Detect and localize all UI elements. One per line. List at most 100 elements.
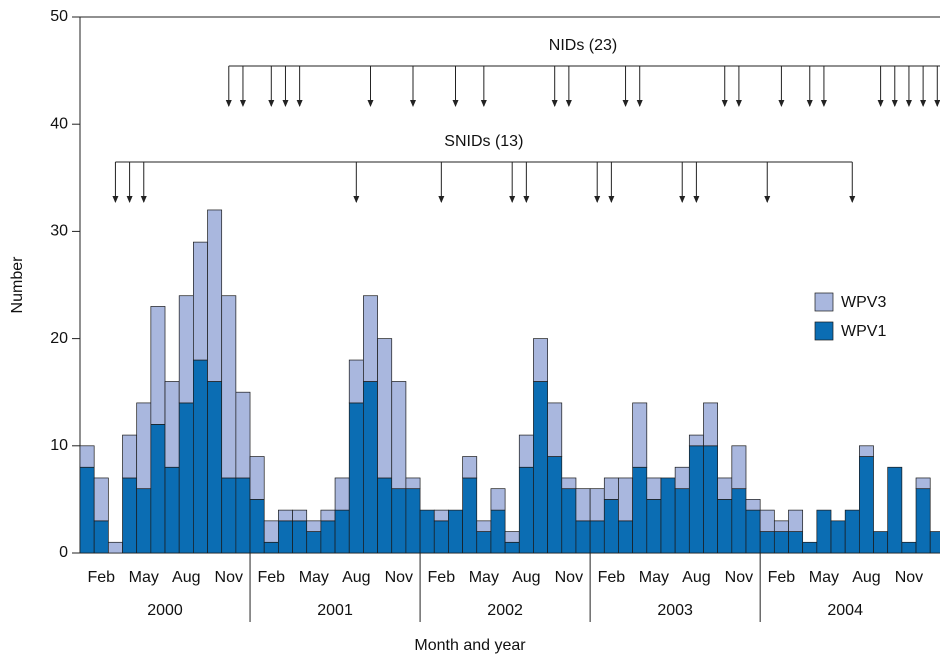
bars bbox=[79, 209, 940, 554]
bar-segment bbox=[93, 477, 109, 522]
bar-segment bbox=[929, 531, 940, 554]
bar-segment bbox=[688, 434, 704, 447]
bar-segment bbox=[788, 531, 804, 554]
annotation-label: SNIDs (13) bbox=[444, 133, 523, 150]
bar-segment bbox=[235, 477, 251, 554]
bar-segment bbox=[249, 456, 265, 500]
bar-segment bbox=[448, 509, 463, 554]
bar-segment bbox=[674, 466, 690, 490]
bar-segment bbox=[476, 520, 492, 532]
bar-segment bbox=[816, 509, 832, 554]
year-label: 2002 bbox=[487, 602, 523, 619]
arrow-head bbox=[480, 100, 487, 107]
bar-segment bbox=[306, 520, 322, 532]
arrow-head bbox=[636, 100, 643, 107]
bar-segment bbox=[348, 402, 364, 554]
y-tick-label: 50 bbox=[50, 8, 68, 25]
bar-segment bbox=[844, 509, 860, 554]
bar-segment bbox=[788, 509, 804, 532]
bar-segment bbox=[533, 381, 548, 554]
bar-segment bbox=[575, 520, 591, 554]
y-tick-label: 20 bbox=[50, 330, 68, 347]
arrow-head bbox=[225, 100, 232, 107]
bar-segment bbox=[363, 381, 378, 554]
bar-segment bbox=[207, 209, 223, 382]
bar-segment bbox=[674, 488, 690, 554]
arrow-head bbox=[239, 100, 246, 107]
arrow-head bbox=[608, 196, 615, 203]
bar-segment bbox=[306, 531, 322, 554]
bar-segment bbox=[348, 359, 364, 404]
arrow-head bbox=[594, 196, 601, 203]
bar-segment bbox=[887, 466, 903, 554]
bar-segment bbox=[490, 509, 506, 554]
bar-segment bbox=[405, 488, 421, 554]
bar-segment bbox=[263, 520, 279, 543]
arrow-head bbox=[296, 100, 303, 107]
bar-segment bbox=[405, 477, 421, 490]
arrow-head bbox=[452, 100, 459, 107]
x-tick-label: May bbox=[469, 569, 499, 586]
bar-segment bbox=[575, 488, 591, 522]
legend-swatch bbox=[814, 321, 834, 341]
arrow-head bbox=[806, 100, 813, 107]
y-tick-label: 30 bbox=[50, 223, 68, 240]
bar-segment bbox=[433, 509, 449, 522]
arrow-head bbox=[551, 100, 558, 107]
bar-segment bbox=[802, 541, 818, 554]
bar-segment bbox=[221, 477, 237, 554]
x-tick-label: Nov bbox=[385, 569, 413, 586]
bar-segment bbox=[504, 531, 520, 543]
bar-segment bbox=[915, 488, 931, 554]
legend-swatch bbox=[814, 292, 834, 312]
arrow-head bbox=[721, 100, 728, 107]
bar-segment bbox=[178, 295, 194, 404]
bar-segment bbox=[688, 445, 704, 554]
bar-segment bbox=[122, 477, 138, 554]
x-tick-label: Nov bbox=[215, 569, 243, 586]
bar-segment bbox=[122, 434, 138, 479]
x-tick-label: Aug bbox=[172, 569, 200, 586]
x-tick-label: May bbox=[809, 569, 839, 586]
bar-segment bbox=[178, 402, 194, 554]
arrow-head bbox=[778, 100, 785, 107]
y-axis-label: Number bbox=[9, 256, 26, 314]
y-tick-label: 10 bbox=[50, 437, 68, 454]
bar-segment bbox=[377, 477, 393, 554]
x-tick-label: Feb bbox=[768, 569, 796, 586]
bar-segment bbox=[873, 531, 889, 554]
bar-segment bbox=[490, 488, 506, 511]
x-tick-label: Nov bbox=[895, 569, 923, 586]
bar-segment bbox=[136, 402, 152, 490]
x-tick-label: Aug bbox=[342, 569, 370, 586]
bar-segment bbox=[589, 520, 605, 554]
x-tick-label: Aug bbox=[512, 569, 540, 586]
bar-segment bbox=[632, 466, 648, 554]
bar-segment bbox=[320, 520, 336, 554]
x-tick-label: Nov bbox=[555, 569, 583, 586]
bar-segment bbox=[618, 520, 633, 554]
x-tick-label: Aug bbox=[682, 569, 710, 586]
year-label: 2001 bbox=[317, 602, 353, 619]
arrow-head bbox=[820, 100, 827, 107]
bar-segment bbox=[533, 338, 548, 382]
bar-segment bbox=[618, 477, 633, 522]
bar-segment bbox=[603, 499, 619, 554]
bar-segment bbox=[278, 520, 293, 554]
arrow-head bbox=[268, 100, 275, 107]
bar-segment bbox=[915, 477, 931, 490]
year-label: 2003 bbox=[657, 602, 693, 619]
bar-segment bbox=[193, 241, 208, 361]
bar-segment bbox=[745, 499, 761, 511]
y-tick-label: 0 bbox=[59, 544, 68, 561]
bar-segment bbox=[603, 477, 619, 500]
bar-segment bbox=[731, 445, 747, 490]
bar-segment bbox=[292, 509, 308, 522]
arrow-head bbox=[126, 196, 133, 203]
bar-segment bbox=[334, 509, 350, 554]
bar-segment bbox=[377, 338, 393, 479]
x-tick-label: Feb bbox=[87, 569, 115, 586]
bar-segment bbox=[433, 520, 449, 554]
bar-segment bbox=[263, 541, 279, 554]
